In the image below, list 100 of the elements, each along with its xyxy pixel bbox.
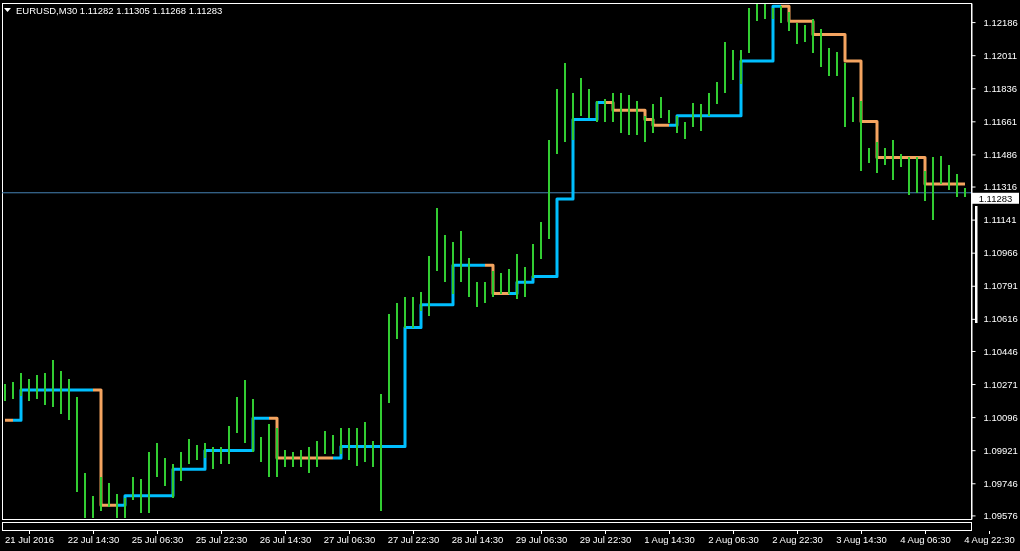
bar xyxy=(236,397,238,434)
bar xyxy=(932,157,934,220)
bar xyxy=(924,170,926,201)
y-tick-label: 1.12011 xyxy=(983,49,1018,61)
bar xyxy=(652,104,654,133)
bar xyxy=(308,446,310,474)
bar xyxy=(172,463,174,498)
bar xyxy=(780,6,782,24)
bar xyxy=(252,399,254,453)
bar xyxy=(892,140,894,181)
bar xyxy=(492,270,494,298)
bar xyxy=(836,51,838,77)
bar xyxy=(740,49,742,84)
bar xyxy=(660,96,662,118)
bar xyxy=(772,8,774,20)
bar xyxy=(348,427,350,460)
bar xyxy=(420,291,422,311)
bar xyxy=(540,221,542,260)
bar xyxy=(596,100,598,122)
y-tick-label: 1.12186 xyxy=(983,16,1018,28)
x-tick-label: 28 Jul 14:30 xyxy=(451,533,504,545)
bar xyxy=(668,110,670,124)
bar xyxy=(156,442,158,477)
y-tick-label: 1.10791 xyxy=(983,280,1018,292)
bar xyxy=(76,397,78,492)
x-tick-label: 22 Jul 14:30 xyxy=(67,533,120,545)
x-tick-label: 2 Aug 22:30 xyxy=(772,533,823,545)
bar xyxy=(796,23,798,45)
bar xyxy=(460,231,462,283)
bar xyxy=(588,89,590,118)
bar xyxy=(788,11,790,31)
bar xyxy=(716,81,718,105)
bar xyxy=(572,93,574,141)
bar xyxy=(380,393,382,511)
y-tick-label: 1.10271 xyxy=(983,378,1018,390)
y-tick-label: 1.09746 xyxy=(983,477,1018,489)
bar xyxy=(876,142,878,173)
chart-title: EURUSD,M30 1.11282 1.11305 1.11268 1.11283 xyxy=(16,5,223,16)
bar xyxy=(116,493,118,519)
bar xyxy=(28,378,30,402)
bar xyxy=(188,439,190,464)
bar xyxy=(428,255,430,317)
bar xyxy=(268,423,270,477)
x-tick-label: 2 Aug 06:30 xyxy=(708,533,759,545)
bar xyxy=(900,153,902,167)
bar xyxy=(508,268,510,294)
bar xyxy=(748,8,750,54)
x-tick-label: 27 Jul 22:30 xyxy=(387,533,440,545)
bar xyxy=(620,93,622,133)
bar xyxy=(44,372,46,406)
bar xyxy=(756,4,758,22)
bar xyxy=(700,104,702,131)
y-tick-label: 1.09921 xyxy=(983,444,1018,456)
bar xyxy=(4,384,6,402)
bar xyxy=(244,380,246,443)
x-tick-label: 21 Jul 2016 xyxy=(4,533,55,545)
bar xyxy=(60,371,62,415)
bar xyxy=(92,495,94,519)
bar xyxy=(228,425,230,464)
x-tick-label: 26 Jul 14:30 xyxy=(259,533,312,545)
bar xyxy=(516,253,518,300)
bar xyxy=(484,282,486,303)
bar xyxy=(476,282,478,307)
bar xyxy=(372,440,374,468)
bar xyxy=(580,78,582,116)
x-tick-label: 4 Aug 22:30 xyxy=(964,533,1015,545)
bar xyxy=(812,19,814,54)
bar xyxy=(452,242,454,294)
bar xyxy=(412,297,414,328)
bar xyxy=(940,155,942,184)
bar xyxy=(52,359,54,407)
bar xyxy=(868,147,870,164)
bar xyxy=(684,121,686,139)
bar xyxy=(20,372,22,396)
y-tick-label: 1.09576 xyxy=(983,509,1018,521)
bar xyxy=(292,452,294,468)
bar xyxy=(356,427,358,466)
bar xyxy=(436,208,438,271)
bar xyxy=(828,47,830,77)
bar xyxy=(84,473,86,519)
bar xyxy=(548,140,550,239)
bar xyxy=(692,102,694,128)
bar xyxy=(636,100,638,135)
bar xyxy=(180,452,182,481)
y-tick-label: 1.11486 xyxy=(983,148,1018,160)
bar xyxy=(844,62,846,128)
bar xyxy=(108,482,110,508)
bar xyxy=(948,164,950,190)
x-tick-label: 25 Jul 22:30 xyxy=(195,533,248,545)
bar xyxy=(956,174,958,198)
y-tick-label: 1.11316 xyxy=(983,181,1018,193)
bar xyxy=(708,93,710,116)
bar xyxy=(644,115,646,143)
bar xyxy=(524,267,526,298)
bar xyxy=(964,187,966,198)
bar xyxy=(140,478,142,513)
bar xyxy=(860,100,862,171)
bar xyxy=(300,450,302,468)
bar xyxy=(916,157,918,194)
bar xyxy=(884,147,886,165)
